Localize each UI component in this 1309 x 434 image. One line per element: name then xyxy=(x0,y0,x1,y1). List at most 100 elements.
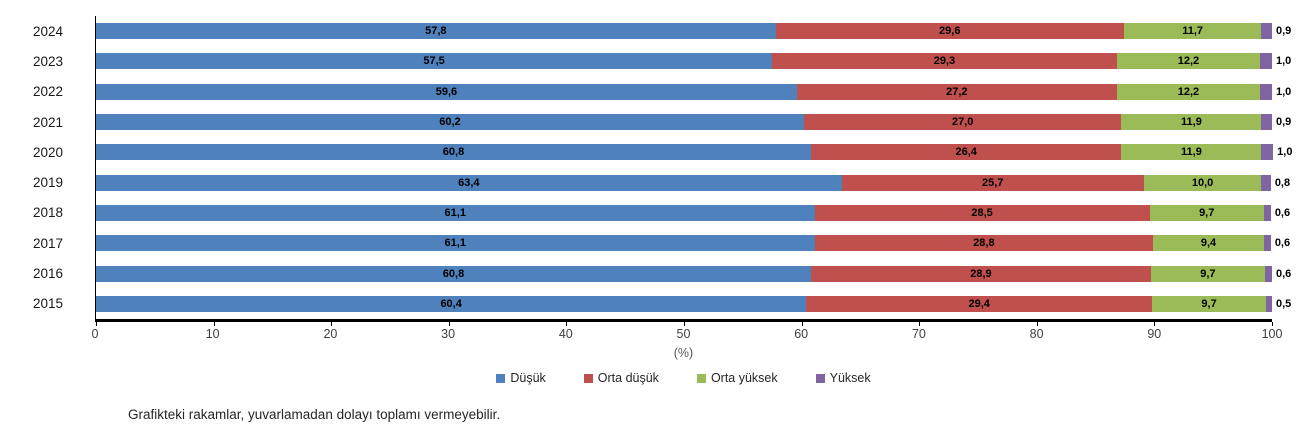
bar-segment-4 xyxy=(1260,53,1272,70)
legend-item: Orta düşük xyxy=(583,371,659,385)
x-axis-tick-label: 40 xyxy=(558,327,573,341)
bar-segment-2: 25,7 xyxy=(841,174,1144,191)
bar-segment-2: 29,4 xyxy=(806,295,1153,312)
bar-value-label: 10,0 xyxy=(1191,176,1214,189)
category-label: 2022 xyxy=(32,84,63,100)
bar-value-label-outside: 1,0 xyxy=(1276,55,1292,68)
bar-segment-1: 60,4 xyxy=(96,295,807,312)
plot-area: 57,8 29,6 11,7 0,9 57,5 29,3 12,2 1,0 59,6 27,2 12… xyxy=(95,16,1292,326)
bar-value-label-outside: 0,5 xyxy=(1276,297,1292,310)
bar-segment-2: 28,5 xyxy=(814,204,1150,221)
bar-segment-2: 29,6 xyxy=(775,23,1124,40)
category-label: 2021 xyxy=(32,114,63,130)
bar-segment-3: 9,4 xyxy=(1153,235,1264,252)
legend-swatch-icon xyxy=(583,373,593,383)
bar-value-label: 25,7 xyxy=(981,176,1004,189)
bar-value-label: 9,7 xyxy=(1199,206,1215,219)
bar-row: 60,2 27,0 11,9 0,9 xyxy=(96,107,1291,137)
bar-value-label: 57,5 xyxy=(423,55,445,68)
bar-segment-2: 26,4 xyxy=(811,144,1122,161)
bar-value-label: 28,9 xyxy=(970,267,992,280)
bar-row: 61,1 28,8 9,4 0,6 xyxy=(96,228,1290,258)
bar-segment-1: 60,2 xyxy=(96,114,804,131)
legend-swatch-icon xyxy=(815,373,825,383)
bar-segment-3: 10,0 xyxy=(1143,174,1262,191)
bar-value-label: 28,5 xyxy=(971,206,993,219)
bar-value-label-outside: 0,6 xyxy=(1276,267,1292,280)
bar-value-label: 63,4 xyxy=(458,176,480,189)
bar-segment-1: 63,4 xyxy=(96,174,842,191)
bar-segment-4 xyxy=(1260,83,1272,100)
x-axis-tick-mark xyxy=(96,322,97,326)
bar-value-label: 61,1 xyxy=(444,206,466,219)
bar-value-label: 11,9 xyxy=(1181,116,1202,129)
bar-value-label-outside: 1,0 xyxy=(1277,146,1293,159)
bar-value-label-outside: 0,9 xyxy=(1276,116,1292,129)
category-label: 2017 xyxy=(32,235,63,251)
bar-segment-3: 11,7 xyxy=(1123,23,1262,40)
legend-item: Yüksek xyxy=(815,371,871,385)
x-axis-tick-mark xyxy=(566,322,568,326)
stacked-bar: 61,1 28,5 9,7 0,6 xyxy=(96,204,1290,221)
bar-segment-2: 29,3 xyxy=(772,53,1117,70)
legend-item: Düşük xyxy=(496,371,546,385)
stacked-bar: 57,5 29,3 12,2 1,0 xyxy=(96,53,1291,70)
x-axis-tick-mark xyxy=(1154,322,1156,326)
bar-value-label: 29,6 xyxy=(939,25,961,38)
stacked-bar: 60,2 27,0 11,9 0,9 xyxy=(96,114,1291,131)
x-axis-tick-label: 60 xyxy=(794,327,809,341)
bar-value-label: 9,7 xyxy=(1200,267,1216,280)
legend-label: Orta yüksek xyxy=(710,371,778,385)
bar-segment-3: 11,9 xyxy=(1121,144,1262,161)
bar-row: 60,4 29,4 9,7 0,5 xyxy=(96,289,1291,319)
category-label: 2018 xyxy=(32,205,63,221)
x-axis-tick-mark xyxy=(919,322,921,326)
bar-row: 60,8 28,9 9,7 0,6 xyxy=(96,258,1291,288)
x-axis-tick-label: 80 xyxy=(1029,327,1044,341)
bar-value-label: 9,4 xyxy=(1200,237,1217,250)
x-axis-tick-mark xyxy=(1272,322,1273,326)
bar-value-label: 12,2 xyxy=(1177,85,1200,98)
stacked-bar: 61,1 28,8 9,4 0,6 xyxy=(96,235,1290,252)
bar-value-label: 60,8 xyxy=(442,146,465,159)
bar-value-label-outside: 0,6 xyxy=(1274,206,1291,219)
x-axis-tick-label: 30 xyxy=(441,327,456,341)
category-label: 2019 xyxy=(32,175,63,191)
x-axis-tick-label: 0 xyxy=(91,327,99,341)
bar-segment-4 xyxy=(1261,23,1272,40)
x-axis-tick-label: 70 xyxy=(911,327,926,341)
bar-value-label-outside: 0,8 xyxy=(1274,176,1291,189)
bar-row: 60,8 26,4 11,9 1,0 xyxy=(96,137,1292,167)
x-axis-tick-labels: 0 10 20 30 40 50 60 70 80 90 100 xyxy=(91,327,1283,343)
legend-swatch-icon xyxy=(696,373,706,383)
x-axis-tick-label: 50 xyxy=(676,327,691,341)
x-axis-tick-mark xyxy=(448,322,450,326)
chart-footnote: Grafikteki rakamlar, yuvarlamadan dolayı… xyxy=(128,407,501,422)
stacked-bar: 60,4 29,4 9,7 0,5 xyxy=(96,295,1291,312)
legend-label: Yüksek xyxy=(829,371,871,385)
bar-segment-3: 12,2 xyxy=(1116,83,1261,100)
bar-segment-4 xyxy=(1266,295,1272,312)
bar-segment-1: 57,8 xyxy=(96,23,776,40)
legend: Düşük Orta düşük Orta yüksek Yüksek xyxy=(95,371,1272,385)
bar-segment-3: 9,7 xyxy=(1150,265,1265,282)
bar-value-label: 11,9 xyxy=(1181,146,1202,159)
bar-segment-1: 61,1 xyxy=(96,235,815,252)
bar-segment-1: 60,8 xyxy=(96,265,811,282)
bar-value-label-outside: 0,9 xyxy=(1276,25,1292,38)
stacked-bar: 60,8 26,4 11,9 1,0 xyxy=(96,144,1292,161)
bar-value-label: 9,7 xyxy=(1201,297,1217,310)
bar-segment-3: 11,9 xyxy=(1121,114,1262,131)
bar-segment-1: 60,8 xyxy=(96,144,811,161)
bar-segment-2: 28,8 xyxy=(814,235,1154,252)
legend-label: Orta düşük xyxy=(597,371,659,385)
bar-value-label: 27,2 xyxy=(946,85,968,98)
x-axis-tick-mark xyxy=(801,322,803,326)
x-axis-tick-label: 20 xyxy=(323,327,338,341)
category-label: 2016 xyxy=(32,266,63,282)
bar-value-label: 29,3 xyxy=(933,55,956,68)
bar-segment-4 xyxy=(1261,174,1271,191)
stacked-bar: 60,8 28,9 9,7 0,6 xyxy=(96,265,1291,282)
bar-value-label-outside: 1,0 xyxy=(1276,85,1292,98)
bar-value-label: 60,2 xyxy=(439,116,461,129)
